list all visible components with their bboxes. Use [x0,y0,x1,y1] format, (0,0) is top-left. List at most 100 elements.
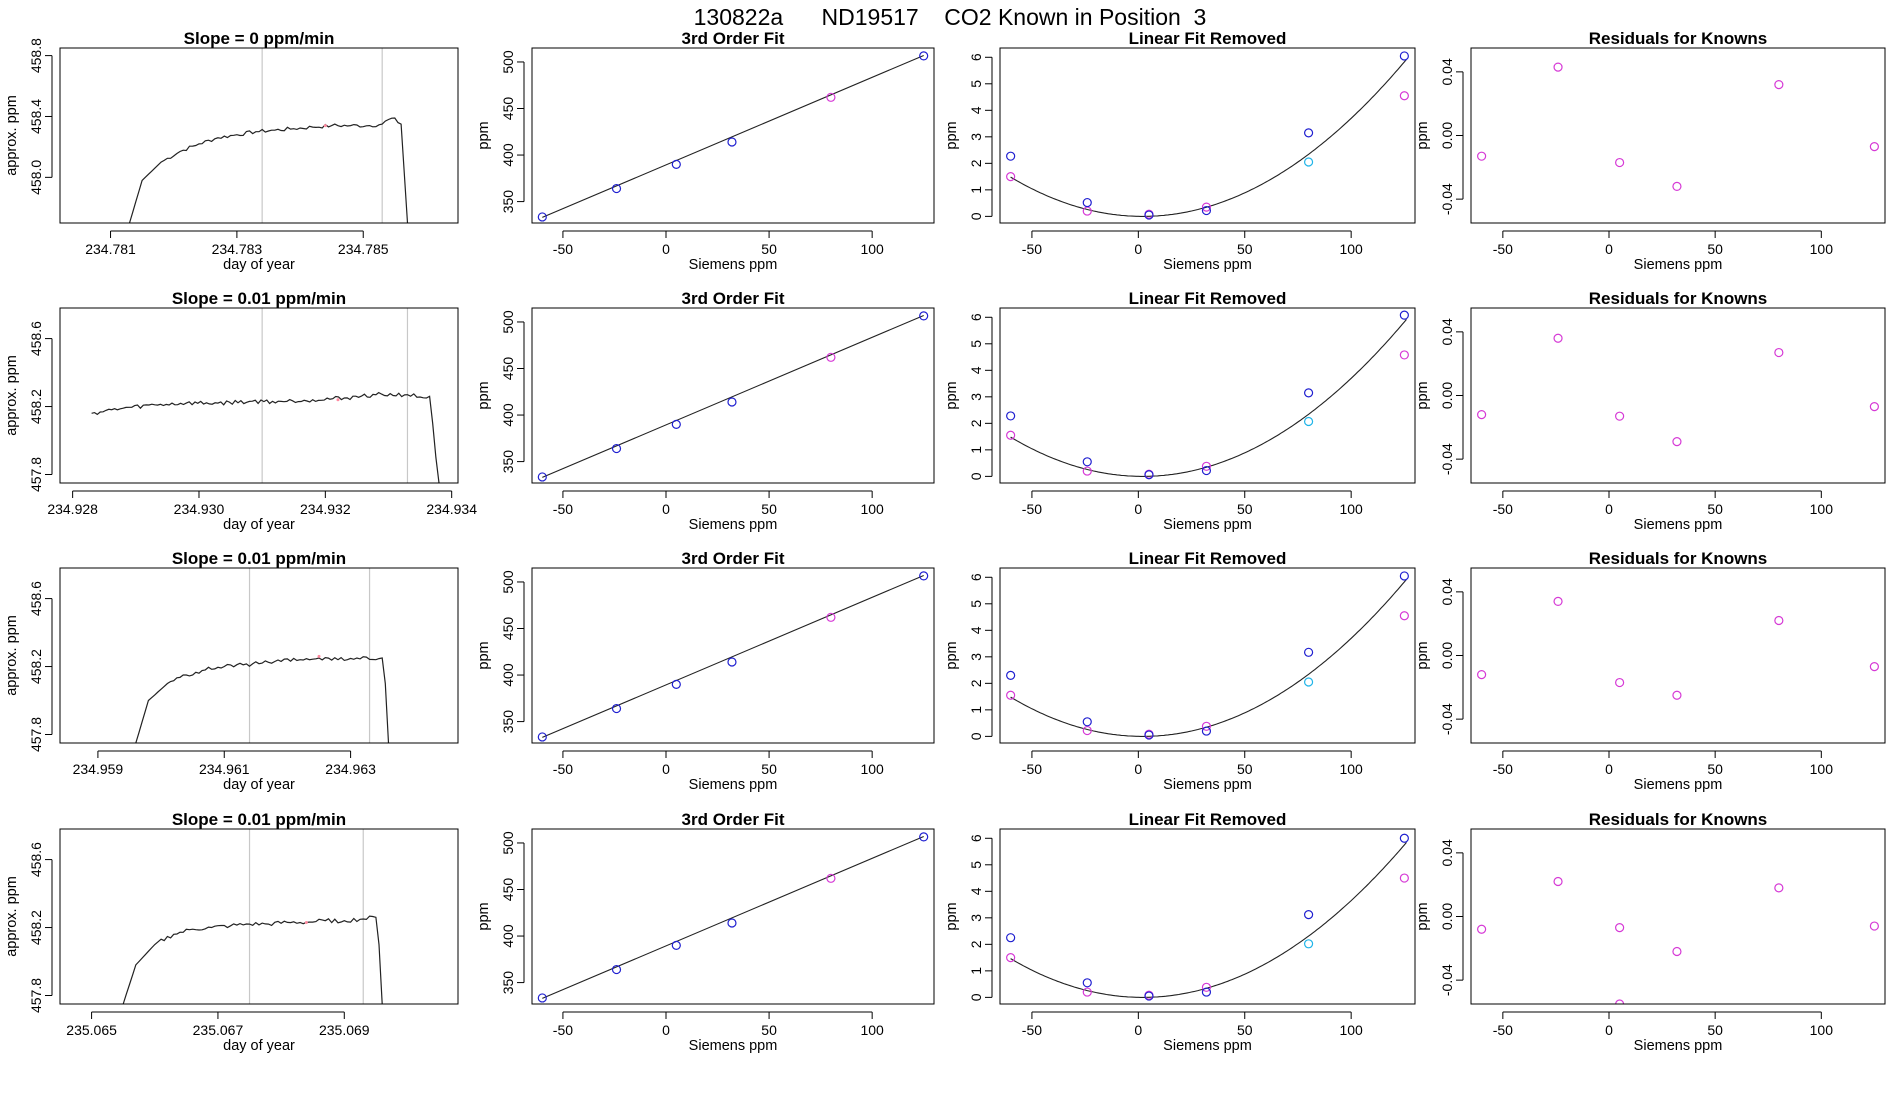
data-point-blue [1144,991,1154,1001]
x-axis-label: day of year [223,257,295,273]
plot-frame [59,828,459,1005]
y-tick-label: 450 [500,97,516,121]
x-axis-label: Siemens ppm [1163,517,1252,533]
data-point-magenta [1869,662,1879,672]
y-tick-label: 400 [500,924,516,948]
data-point-magenta [1615,999,1625,1004]
x-tick-label: 0 [1134,501,1142,517]
x-axis-label: day of year [223,777,295,793]
data-point-blue [727,397,737,407]
x-tick-label: 0 [662,501,670,517]
data-point-magenta [1006,952,1016,963]
y-tick-label: 4 [968,887,984,895]
data-point-blue [1006,151,1016,161]
x-tick-label: 100 [1339,241,1363,257]
plot-frame [1470,567,1886,744]
panel-1-1: 3rd Order Fit -50 0 50 100 Siemens ppm 350 400 4… [476,289,935,533]
data-point-blue [1144,470,1154,480]
data-point-magenta [1553,333,1563,343]
y-tick-label: 350 [500,450,516,474]
panel-1-0: Slope = 0.01 ppm/min 234.928 234.930 234.93… [4,289,477,533]
x-axis-label: day of year [223,517,295,533]
x-tick-label: 0 [662,761,670,777]
plot-frame [531,828,935,1005]
y-tick-label: 500 [500,310,516,334]
x-tick-label: 0 [1605,501,1613,517]
panel-title: Linear Fit Removed [1129,549,1287,568]
x-tick-label: 50 [1237,501,1253,517]
y-tick-label: 458.2 [28,389,44,424]
panel-0-1: 3rd Order Fit -50 0 50 100 Siemens ppm 350 400 4… [476,29,935,273]
y-tick-label: 4 [968,366,984,374]
x-axis-label: Siemens ppm [1634,257,1723,273]
y-tick-label: 3 [968,393,984,401]
data-point-magenta [1774,615,1784,626]
x-axis-label: Siemens ppm [689,777,778,793]
y-tick-label: -0.04 [1439,964,1455,996]
data-point-blue [671,419,681,429]
x-tick-label: 100 [1339,1022,1363,1038]
plot-frame [999,307,1416,484]
panel-3-0: Slope = 0.01 ppm/min 235.065 235.067 235.06… [4,810,459,1054]
y-tick-label: 3 [968,133,984,141]
x-tick-label: 100 [1810,241,1834,257]
plot-frame [1470,47,1886,224]
y-tick-label: 500 [500,570,516,594]
plot-frame [1470,307,1886,484]
y-tick-label: 458.6 [28,321,44,356]
y-tick-label: 400 [500,403,516,427]
data-point-magenta [1201,202,1212,212]
panel-data [1006,571,1409,740]
data-point-magenta [1615,923,1625,933]
x-tick-label: -50 [1022,241,1042,257]
data-point-blue [611,964,622,975]
x-tick-label: 234.785 [338,241,389,257]
data-point-magenta [1672,946,1682,957]
panel-data [1006,833,1409,1001]
data-point-blue [1006,411,1016,421]
panel-data [135,568,390,743]
x-tick-label: -50 [1493,761,1513,777]
y-axis-label: approx. ppm [4,355,20,436]
data-point-blue [727,918,737,928]
y-tick-label: 457.8 [28,457,44,492]
panel-data [1477,333,1879,447]
y-tick-label: 5 [968,600,984,608]
panel-data [128,48,409,223]
data-point-blue [1399,51,1409,61]
fit-curve [1010,579,1407,737]
data-point-blue [611,183,622,194]
panel-title: Slope = 0.01 ppm/min [172,289,346,308]
y-tick-label: 5 [968,861,984,869]
x-tick-label: 234.934 [426,501,477,517]
panel-3-3: Residuals for Knowns -50 0 50 100 Siemens ppm… [1415,810,1886,1054]
x-tick-label: -50 [1022,501,1042,517]
y-tick-label: 458.4 [28,99,44,134]
data-point-blue [611,703,622,714]
y-axis-label: approx. ppm [4,615,20,696]
x-tick-label: 234.781 [85,241,136,257]
data-point-blue [919,571,929,581]
x-tick-label: 0 [1605,241,1613,257]
data-point-blue [1082,717,1092,727]
panel-title: Residuals for Knowns [1589,289,1768,308]
panel-0-3: Residuals for Knowns -50 0 50 100 Siemens ppm… [1415,29,1886,273]
x-tick-label: 100 [1810,1022,1834,1038]
y-tick-label: 2 [968,940,984,948]
y-tick-label: 1 [968,967,984,975]
x-tick-label: 235.067 [193,1022,244,1038]
y-tick-label: 458.8 [28,38,44,73]
x-tick-label: 50 [761,761,777,777]
y-tick-label: 350 [500,971,516,995]
fit-line [542,835,924,999]
data-point-blue [1144,210,1154,220]
data-point-magenta [826,92,836,102]
y-tick-label: 0.00 [1439,122,1455,149]
y-tick-label: 5 [968,80,984,88]
data-point-blue [611,443,622,454]
x-tick-label: 100 [1810,501,1834,517]
plot-frame [59,307,459,484]
y-tick-label: 457.8 [28,717,44,752]
panel-data [1006,51,1409,220]
y-tick-label: 2 [968,679,984,687]
